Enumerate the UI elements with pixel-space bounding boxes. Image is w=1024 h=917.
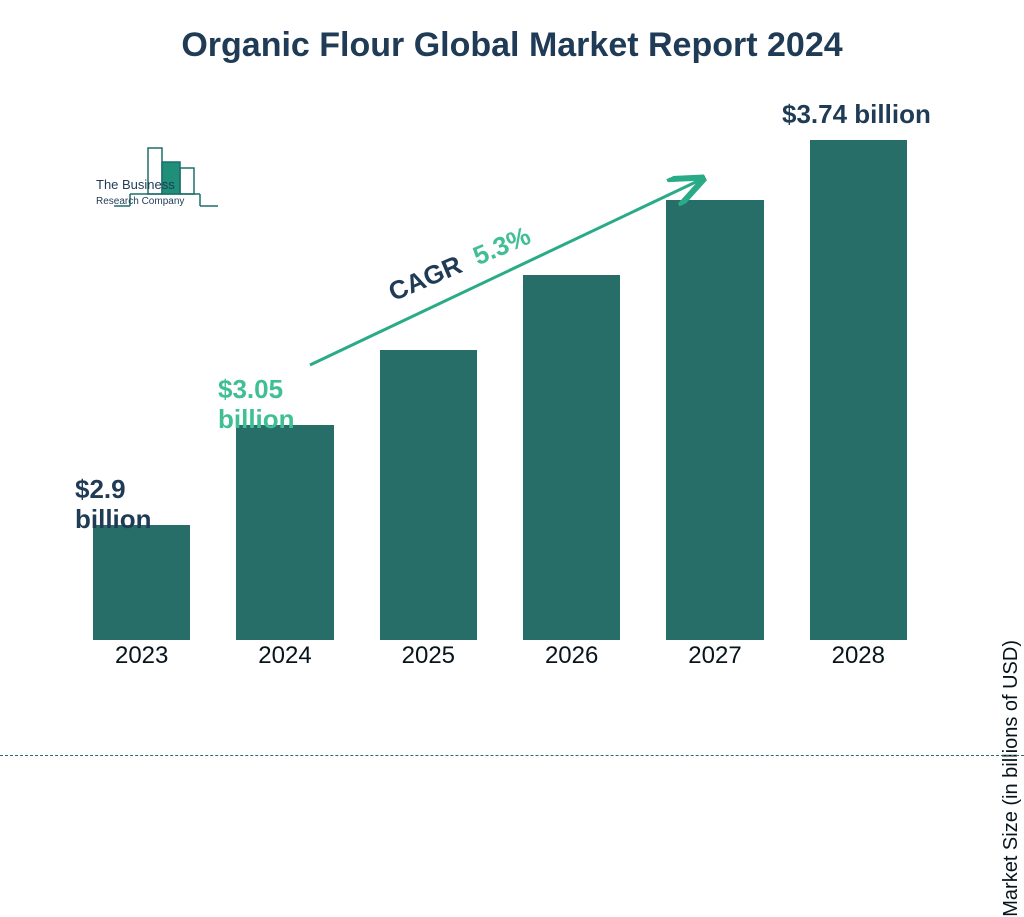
bars-container: 202320242025202620272028 [70, 130, 930, 640]
bar-col-2025: 2025 [357, 130, 500, 640]
bar-col-2026: 2026 [500, 130, 643, 640]
footer-dashed-line [0, 755, 1024, 756]
value-label-2024: $3.05 billion [218, 375, 338, 435]
x-label-2024: 2024 [213, 642, 356, 670]
y-axis-label: Market Size (in billions of USD) [1000, 640, 1023, 917]
bar-chart: 202320242025202620272028 [70, 130, 930, 670]
bar-2027 [666, 200, 763, 640]
bar-2025 [380, 350, 477, 640]
chart-title: Organic Flour Global Market Report 2024 [0, 26, 1024, 65]
x-label-2027: 2027 [643, 642, 786, 670]
bar-2024 [236, 425, 333, 640]
value-label-2028: $3.74 billion [782, 100, 982, 130]
bar-col-2023: 2023 [70, 130, 213, 640]
bar-col-2027: 2027 [643, 130, 786, 640]
bar-col-2028: 2028 [787, 130, 930, 640]
bar-2023 [93, 525, 190, 640]
value-label-2023: $2.9 billion [75, 475, 195, 535]
x-label-2028: 2028 [787, 642, 930, 670]
x-label-2026: 2026 [500, 642, 643, 670]
bar-2028 [810, 140, 907, 640]
x-label-2023: 2023 [70, 642, 213, 670]
x-label-2025: 2025 [357, 642, 500, 670]
bar-2026 [523, 275, 620, 640]
